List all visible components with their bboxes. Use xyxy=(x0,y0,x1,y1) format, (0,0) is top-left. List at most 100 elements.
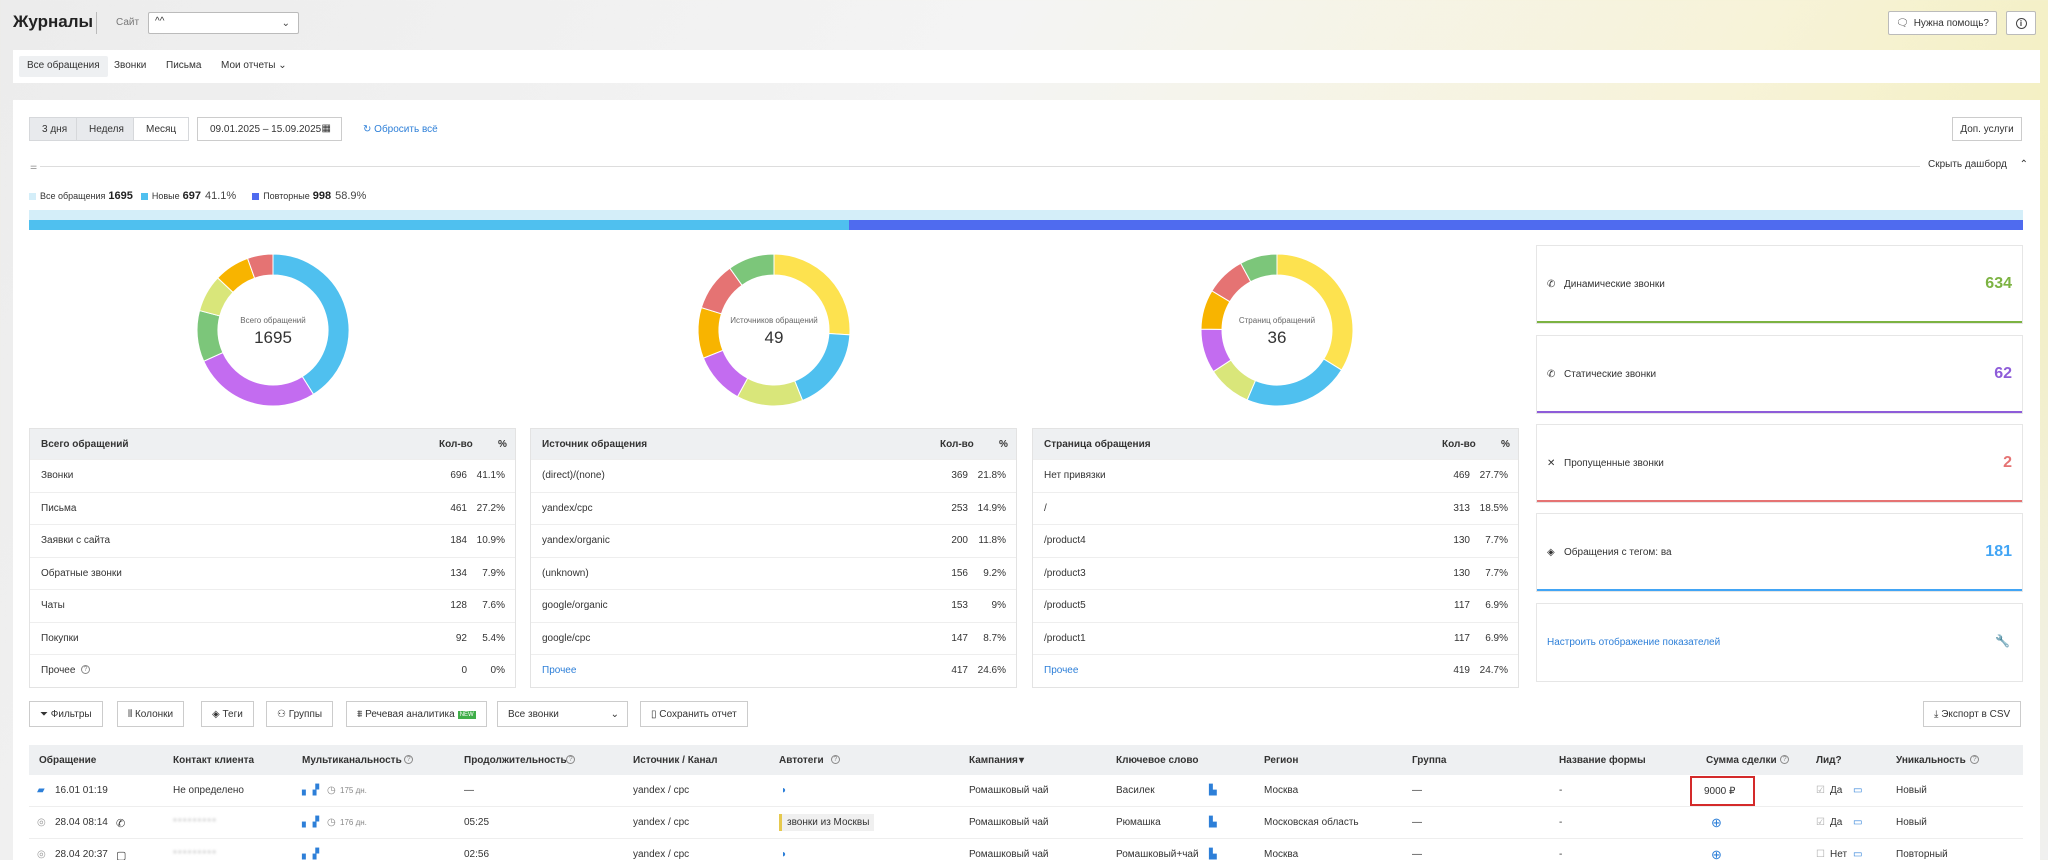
column-header[interactable]: Автотеги xyxy=(779,755,824,766)
column-header[interactable]: Группа xyxy=(1412,755,1447,766)
table-row[interactable]: yandex/cpc 253 14.9% xyxy=(531,491,1016,525)
table-row[interactable]: /product5 117 6.9% xyxy=(1033,589,1518,622)
tag-outline-icon[interactable]: ◗ xyxy=(781,849,788,860)
extra-services-button[interactable]: Доп. услуги xyxy=(1952,117,2022,141)
filters-button[interactable]: ⏷ Фильтры xyxy=(29,701,103,727)
card-tagged-requests[interactable]: ◈ Обращения с тегом: ва 181 xyxy=(1536,513,2023,592)
column-header[interactable]: Источник / Канал xyxy=(633,755,718,766)
column-header[interactable]: Мультиканальность xyxy=(302,755,402,766)
speech-analytics-button[interactable]: ⩩ Речевая аналитика NEW xyxy=(346,701,487,727)
table-row[interactable]: (unknown) 156 9.2% xyxy=(531,556,1016,590)
table-row[interactable]: Чаты 128 7.6% xyxy=(30,589,515,622)
help-icon[interactable]: ? xyxy=(830,755,840,764)
column-header[interactable]: Уникальность xyxy=(1896,755,1966,766)
help-icon[interactable]: ? xyxy=(1970,755,1980,764)
hide-dashboard-toggle[interactable]: Скрыть дашборд ⌃ xyxy=(1928,159,2028,170)
tab-my-reports[interactable]: Мои отчеты ⌄ xyxy=(213,56,295,77)
period-month[interactable]: Месяц xyxy=(133,117,190,141)
column-header[interactable]: Регион xyxy=(1264,755,1299,766)
lead-checkbox[interactable]: ☑ xyxy=(1816,785,1825,796)
column-header[interactable]: Контакт клиента xyxy=(173,755,255,766)
add-deal-icon[interactable]: ⊕ xyxy=(1711,815,1722,830)
deal-sum-highlight[interactable]: 9000 ₽ xyxy=(1690,776,1755,806)
sort-desc-icon[interactable]: ▾ xyxy=(1019,755,1025,766)
table-row[interactable]: ◎ 28.04 08:14 ********* 05:25 yandex / cpc Ро… xyxy=(29,807,2023,839)
table-row[interactable]: Звонки 696 41.1% xyxy=(30,459,515,492)
row-name[interactable]: Прочее xyxy=(1044,665,1079,676)
date-range-picker[interactable]: 09.01.2025 – 15.09.2025 ▦ xyxy=(197,117,342,141)
autotag-chip[interactable]: звонки из Москвы xyxy=(779,814,875,831)
column-header[interactable]: Ключевое слово xyxy=(1116,755,1199,766)
period-3-days[interactable]: 3 дня xyxy=(29,117,81,141)
donut-segment[interactable] xyxy=(1276,253,1354,371)
laptop-icon[interactable]: ▭ xyxy=(1853,817,1863,828)
donut-segment[interactable] xyxy=(246,253,274,279)
tab-letters[interactable]: Письма xyxy=(166,60,202,71)
help-icon[interactable]: ? xyxy=(566,755,576,764)
multichannel-chart-icon[interactable]: ▖▗▘ xyxy=(302,849,323,860)
donut-segment[interactable] xyxy=(729,253,775,286)
tab-calls[interactable]: Звонки xyxy=(114,60,147,71)
table-row[interactable]: google/cpc 147 8.7% xyxy=(531,621,1016,655)
calls-filter-select[interactable]: Все звонки ⌄ xyxy=(497,701,628,727)
donut-segment[interactable] xyxy=(736,377,804,407)
lead-checkbox[interactable]: ☑ xyxy=(1816,817,1825,828)
laptop-icon[interactable]: ▭ xyxy=(1853,849,1863,860)
card-missed-calls[interactable]: ✕ Пропущенные звонки 2 xyxy=(1536,424,2023,503)
table-row[interactable]: (direct)/(none) 369 21.8% xyxy=(531,459,1016,492)
keyword-chart-icon[interactable]: ▙ xyxy=(1209,785,1217,796)
columns-button[interactable]: ⫴ Колонки xyxy=(117,701,185,727)
multichannel-chart-icon[interactable]: ▖▗▘ xyxy=(302,817,323,828)
export-csv-button[interactable]: ⤓ Экспорт в CSV xyxy=(1923,701,2022,727)
donut-segment[interactable] xyxy=(1239,253,1278,283)
row-name[interactable]: Прочее xyxy=(542,665,577,676)
table-row[interactable]: Прочее 0 0%? xyxy=(30,654,515,687)
column-header[interactable]: Обращение xyxy=(39,755,97,766)
add-deal-icon[interactable]: ⊕ xyxy=(1711,847,1722,860)
table-row[interactable]: Прочее 419 24.7% xyxy=(1033,654,1518,687)
table-row[interactable]: ◎ 28.04 20:37 ********* 02:56 yandex / cpc Ро… xyxy=(29,839,2023,860)
reset-all-link[interactable]: ↻ Обросить всё xyxy=(363,124,438,135)
card-static-calls[interactable]: ✆ Статические звонки 62 xyxy=(1536,335,2023,414)
table-row[interactable]: Нет привязки 469 27.7% xyxy=(1033,459,1518,492)
table-row[interactable]: Письма 461 27.2% xyxy=(30,491,515,525)
table-row[interactable]: Прочее 417 24.6% xyxy=(531,654,1016,687)
table-row[interactable]: yandex/organic 200 11.8% xyxy=(531,524,1016,557)
card-dynamic-calls[interactable]: ✆ Динамические звонки 634 xyxy=(1536,245,2023,324)
table-row[interactable]: /product4 130 7.7% xyxy=(1033,524,1518,557)
configure-metrics-link[interactable]: Настроить отображение показателей xyxy=(1547,637,1721,648)
configure-metrics-card[interactable]: Настроить отображение показателей 🔧 xyxy=(1536,603,2023,682)
column-header[interactable]: Лид? xyxy=(1816,755,1842,766)
help-icon[interactable]: ? xyxy=(404,755,414,764)
table-row[interactable]: Обратные звонки 134 7.9% xyxy=(30,556,515,590)
table-row[interactable]: /product1 117 6.9% xyxy=(1033,621,1518,655)
site-select[interactable]: ^^ ⌄ xyxy=(148,12,299,34)
groups-button[interactable]: ⚇ Группы xyxy=(266,701,334,727)
period-week[interactable]: Неделя xyxy=(76,117,137,141)
column-header[interactable]: Название формы xyxy=(1559,755,1646,766)
table-row[interactable]: Покупки 92 5.4% xyxy=(30,621,515,655)
save-report-button[interactable]: ▯ Сохранить отчет xyxy=(640,701,748,727)
table-row[interactable]: /product3 130 7.7% xyxy=(1033,556,1518,590)
keyword-chart-icon[interactable]: ▙ xyxy=(1209,817,1217,828)
column-header[interactable]: Кампания xyxy=(969,755,1018,766)
help-icon[interactable]: ? xyxy=(81,665,90,674)
lead-checkbox[interactable]: ☐ xyxy=(1816,849,1825,860)
drag-handle-icon[interactable]: ⚌ xyxy=(30,162,38,171)
info-button[interactable]: i xyxy=(2006,11,2036,35)
column-header[interactable]: Продолжительность xyxy=(464,755,567,766)
keyword-chart-icon[interactable]: ▙ xyxy=(1209,849,1217,860)
table-row[interactable]: Заявки с сайта 184 10.9% xyxy=(30,524,515,557)
laptop-icon[interactable]: ▭ xyxy=(1853,785,1863,796)
multichannel-chart-icon[interactable]: ▖▗▘ xyxy=(302,785,323,796)
help-icon[interactable]: ? xyxy=(1780,755,1790,764)
table-row[interactable]: google/organic 153 9% xyxy=(531,589,1016,622)
donut-segment[interactable] xyxy=(203,351,315,407)
tags-button[interactable]: ◈ Теги xyxy=(201,701,254,727)
donut-segment[interactable] xyxy=(702,349,749,398)
tab-all-requests[interactable]: Все обращения xyxy=(19,56,108,77)
tag-outline-icon[interactable]: ◗ xyxy=(781,785,788,796)
column-header[interactable]: Сумма сделки xyxy=(1706,755,1777,766)
donut-segment[interactable] xyxy=(1246,358,1343,407)
help-button[interactable]: 🗨 Нужна помощь? xyxy=(1888,11,1997,35)
